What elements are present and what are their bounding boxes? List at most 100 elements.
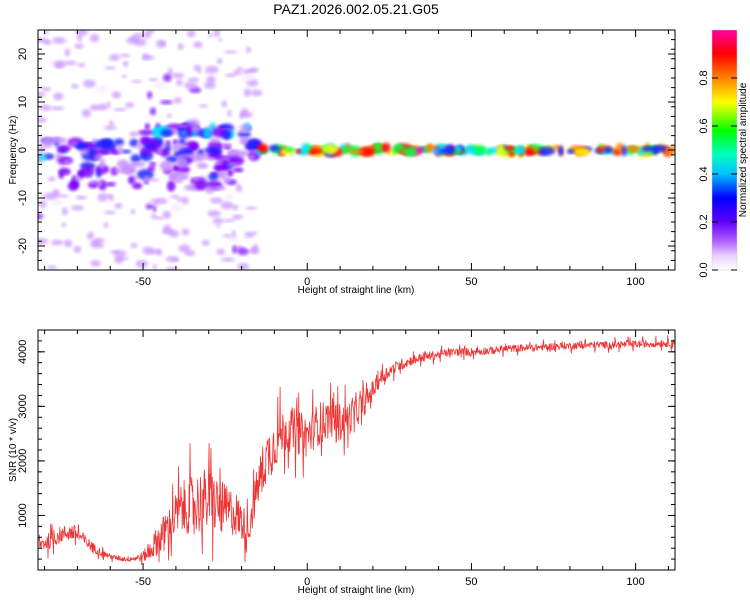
- heatmap-blob: [503, 145, 515, 151]
- heatmap-blob: [101, 150, 112, 155]
- heatmap-noise-blob: [130, 209, 136, 215]
- heatmap-noise-blob: [78, 148, 90, 156]
- spectrogram-heatmap: [38, 30, 675, 270]
- heatmap-blob: [120, 149, 132, 154]
- snr-y-axis-label: SNR (10 * v/v): [8, 418, 19, 482]
- heatmap-blob: [80, 166, 95, 178]
- heatmap-blob: [358, 147, 375, 157]
- heatmap-noise-blob: [237, 262, 249, 270]
- heatmap-noise-blob: [122, 60, 129, 67]
- heatmap-blob: [110, 147, 117, 154]
- heatmap-noise-blob: [103, 222, 109, 229]
- heatmap-blob: [525, 148, 535, 156]
- heatmap-noise-blob: [205, 185, 215, 195]
- heatmap-blob: [558, 145, 564, 157]
- heatmap-noise-blob: [233, 69, 242, 76]
- heatmap-blob: [394, 143, 405, 153]
- spectrogram-x-tick-label: 0: [304, 276, 310, 288]
- heatmap-noise-blob: [90, 179, 97, 185]
- heatmap-blob: [203, 152, 210, 159]
- heatmap-blob: [215, 155, 232, 160]
- heatmap-noise-blob: [114, 202, 123, 209]
- heatmap-noise-blob: [171, 144, 179, 153]
- heatmap-noise-blob: [236, 67, 244, 71]
- heatmap-noise-blob: [53, 92, 64, 101]
- heatmap-noise-blob: [55, 137, 68, 144]
- heatmap-blob: [164, 145, 172, 152]
- heatmap-noise-blob: [198, 104, 208, 108]
- heatmap-noise-blob: [38, 237, 48, 245]
- heatmap-noise-blob: [242, 69, 252, 75]
- heatmap-noise-blob: [75, 30, 88, 36]
- heatmap-blob: [566, 149, 575, 154]
- heatmap-blob: [172, 139, 179, 146]
- heatmap-blob: [208, 172, 219, 181]
- heatmap-noise-blob: [156, 248, 163, 256]
- heatmap-noise-blob: [126, 36, 138, 45]
- heatmap-blob: [373, 142, 382, 154]
- heatmap-blob: [232, 167, 244, 173]
- heatmap-noise-blob: [81, 108, 91, 118]
- heatmap-noise-blob: [71, 205, 85, 211]
- heatmap-blob: [56, 144, 72, 152]
- heatmap-noise-blob: [186, 118, 200, 127]
- heatmap-blob: [113, 138, 125, 146]
- heatmap-blob: [217, 170, 228, 180]
- heatmap-noise-blob: [187, 77, 200, 83]
- heatmap-noise-blob: [223, 50, 238, 54]
- heatmap-blob: [144, 123, 151, 130]
- spectrogram-y-tick-label: 10: [17, 96, 29, 108]
- heatmap-noise-blob: [195, 152, 205, 158]
- heatmap-noise-blob: [61, 222, 67, 227]
- heatmap-noise-blob: [192, 177, 201, 182]
- heatmap-blob: [349, 149, 365, 155]
- heatmap-noise-blob: [181, 196, 189, 205]
- heatmap-noise-blob: [104, 66, 116, 70]
- heatmap-noise-blob: [193, 41, 203, 49]
- heatmap-noise-blob: [162, 210, 172, 219]
- heatmap-noise-blob: [115, 257, 129, 261]
- heatmap-noise-blob: [103, 125, 117, 131]
- heatmap-blob: [159, 160, 174, 172]
- heatmap-blob: [473, 146, 485, 155]
- heatmap-blob: [249, 141, 259, 148]
- heatmap-noise-blob: [177, 43, 184, 50]
- heatmap-noise-blob: [51, 106, 65, 111]
- heatmap-blob: [427, 143, 434, 154]
- heatmap-blob: [652, 146, 660, 156]
- heatmap-noise-blob: [142, 246, 154, 255]
- heatmap-noise-blob: [129, 131, 139, 137]
- heatmap-noise-blob: [245, 46, 252, 54]
- snr-plot-area: [38, 330, 675, 570]
- heatmap-noise-blob: [176, 79, 183, 86]
- heatmap-blob: [541, 146, 556, 156]
- heatmap-noise-blob: [46, 265, 58, 270]
- heatmap-noise-blob: [151, 216, 164, 220]
- heatmap-noise-blob: [249, 67, 259, 73]
- heatmap-noise-blob: [108, 120, 115, 127]
- heatmap-noise-blob: [207, 210, 221, 218]
- heatmap-noise-blob: [91, 137, 98, 145]
- heatmap-noise-blob: [142, 55, 155, 60]
- spectrogram-y-tick-label: 0: [17, 147, 29, 153]
- heatmap-noise-blob: [225, 194, 235, 201]
- heatmap-noise-blob: [251, 246, 256, 253]
- heatmap-noise-blob: [74, 176, 82, 182]
- heatmap-noise-blob: [203, 157, 216, 161]
- colorbar-tick-label: 0.4: [698, 166, 710, 181]
- heatmap-noise-blob: [221, 257, 235, 262]
- heatmap-noise-blob: [216, 248, 225, 256]
- heatmap-blob: [625, 145, 640, 152]
- heatmap-noise-blob: [43, 192, 57, 200]
- heatmap-blob: [268, 144, 280, 152]
- heatmap-noise-blob: [152, 206, 157, 212]
- heatmap-noise-blob: [173, 97, 182, 104]
- heatmap-noise-blob: [38, 117, 47, 123]
- heatmap-blob: [196, 162, 208, 169]
- snr-x-axis-label: Height of straight line (km): [298, 585, 415, 596]
- heatmap-noise-blob: [64, 60, 77, 66]
- heatmap-noise-blob: [144, 30, 152, 39]
- heatmap-noise-blob: [97, 193, 109, 202]
- heatmap-noise-blob: [171, 173, 177, 182]
- spectrogram-y-ticks: -20 -10 0 10 20: [17, 29, 675, 271]
